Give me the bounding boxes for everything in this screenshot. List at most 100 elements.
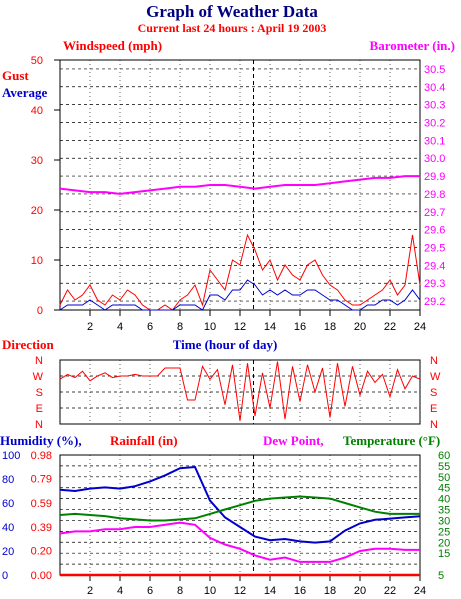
barometer-tick-label: 30.1 — [424, 135, 445, 147]
rainfall-tick-label: 0.20 — [31, 546, 52, 558]
x-tick-label: 6 — [147, 321, 153, 333]
barometer-tick-label: 29.9 — [424, 171, 445, 183]
barometer-tick-label: 30.2 — [424, 118, 445, 130]
x-tick-label: 16 — [294, 321, 306, 333]
chart-subtitle: Current last 24 hours : April 19 2003 — [138, 21, 327, 35]
temperature-tick-label: 50 — [438, 472, 450, 484]
temperature-tick-label: 45 — [438, 483, 450, 495]
humidity-series-line — [59, 465, 421, 544]
direction-panel-grid — [60, 360, 420, 424]
windspeed-tick-label: 50 — [31, 55, 43, 67]
rainfall-tick-label: 0.59 — [31, 498, 52, 510]
temperature-tick-label: 30 — [438, 515, 450, 527]
rainfall-tick-label: 0.98 — [31, 450, 52, 462]
temperature-tick-label: 60 — [438, 450, 450, 462]
direction-tick-right: S — [430, 387, 437, 399]
x-tick-label: 24 — [414, 585, 426, 597]
rainfall-axis-label: Rainfall (in) — [110, 433, 178, 448]
barometer-tick-label: 29.7 — [424, 207, 445, 219]
direction-tick-right: N — [430, 419, 438, 431]
temperature-tick-label: 40 — [438, 494, 450, 506]
windspeed-tick-label: 0 — [37, 305, 43, 317]
barometer-tick-label: 29.3 — [424, 278, 445, 290]
x-tick-label: 20 — [354, 321, 366, 333]
barometer-tick-label: 30.5 — [424, 64, 445, 76]
barometer-tick-label: 30.4 — [424, 82, 445, 94]
x-tick-label: 6 — [147, 585, 153, 597]
humidity-tick-label: 80 — [2, 474, 14, 486]
x-tick-label: 4 — [117, 585, 123, 597]
x-tick-label: 14 — [264, 321, 276, 333]
rainfall-tick-label: 0.39 — [31, 522, 52, 534]
direction-tick-left: E — [36, 403, 43, 415]
temperature-series-line — [59, 495, 420, 522]
x-tick-label: 4 — [117, 321, 123, 333]
barometer-axis-label: Barometer (in.) — [370, 38, 455, 53]
temperature-tick-label: 15 — [438, 548, 450, 560]
x-tick-label: 10 — [204, 585, 216, 597]
rainfall-tick-label: 0.00 — [31, 570, 52, 582]
temperature-tick-label: 55 — [438, 461, 450, 473]
temperature-tick-label: 5 — [438, 570, 444, 582]
humidity-tick-label: 20 — [2, 546, 14, 558]
x-tick-label: 22 — [384, 585, 396, 597]
windspeed-tick-label: 40 — [31, 105, 43, 117]
barometer-tick-label: 30.0 — [424, 153, 445, 165]
barometer-tick-label: 30.3 — [424, 100, 445, 112]
humidity-axis-label: Humidity (%), — [0, 433, 82, 448]
direction-tick-left: S — [36, 387, 43, 399]
x-tick-label: 8 — [177, 585, 183, 597]
direction-panel-series — [59, 361, 421, 421]
humidity-tick-label: 60 — [2, 498, 14, 510]
barometer-tick-label: 29.4 — [424, 260, 445, 272]
wind-panel-grid — [60, 60, 420, 310]
barometer-series-line — [59, 175, 420, 195]
wind-panel-series — [59, 175, 421, 311]
temperature-axis-label: Temperature (°F) — [343, 433, 440, 448]
x-tick-label: 24 — [414, 321, 426, 333]
humidity-tick-label: 0 — [2, 570, 8, 582]
dewpoint-series-line — [59, 521, 420, 563]
rainfall-tick-label: 0.79 — [31, 473, 52, 485]
x-tick-label: 8 — [177, 321, 183, 333]
barometer-tick-label: 29.6 — [424, 225, 445, 237]
dewpoint-axis-label: Dew Point, — [263, 433, 324, 448]
humidity-tick-label: 40 — [2, 522, 14, 534]
wind-panel-ticks: 29.2 29.3 29.4 29.5 29.6 29.7 29.8 29.9 30.0 30.1… — [31, 55, 446, 333]
time-axis-label: Time (hour of day) — [173, 337, 278, 352]
direction-label: Direction — [2, 337, 55, 352]
direction-tick-right: W — [430, 371, 441, 383]
gust-legend-label: Gust — [2, 68, 29, 83]
windspeed-axis-label: Windspeed (mph) — [63, 38, 162, 53]
windspeed-tick-label: 20 — [31, 205, 43, 217]
direction-tick-left: N — [35, 419, 43, 431]
temperature-tick-label: 20 — [438, 537, 450, 549]
chart-title: Graph of Weather Data — [146, 2, 318, 21]
x-tick-label: 2 — [87, 585, 93, 597]
x-tick-label: 20 — [354, 585, 366, 597]
x-tick-label: 16 — [294, 585, 306, 597]
x-tick-label: 12 — [234, 585, 246, 597]
temperature-tick-label: 25 — [438, 526, 450, 538]
direction-tick-right: E — [430, 403, 437, 415]
direction-tick-left: W — [33, 371, 44, 383]
average-series-line — [59, 279, 421, 311]
barometer-tick-label: 29.5 — [424, 243, 445, 255]
gust-series-line — [59, 233, 421, 311]
x-tick-label: 18 — [324, 585, 336, 597]
x-tick-label: 10 — [204, 321, 216, 333]
x-tick-label: 14 — [264, 585, 276, 597]
direction-panel-ticks: N NW WS SE EN N — [33, 355, 441, 431]
humidity-tick-label: 100 — [2, 450, 20, 462]
temperature-tick-label: 35 — [438, 505, 450, 517]
humidity-panel-ticks: 5152025303540455055600204060801000.000.2… — [2, 450, 450, 597]
x-tick-label: 22 — [384, 321, 396, 333]
windspeed-tick-label: 10 — [31, 255, 43, 267]
direction-series-line — [59, 361, 421, 421]
humidity-panel-series — [59, 465, 421, 577]
x-tick-label: 18 — [324, 321, 336, 333]
windspeed-tick-label: 30 — [31, 155, 43, 167]
x-tick-label: 12 — [234, 321, 246, 333]
barometer-tick-label: 29.8 — [424, 189, 445, 201]
